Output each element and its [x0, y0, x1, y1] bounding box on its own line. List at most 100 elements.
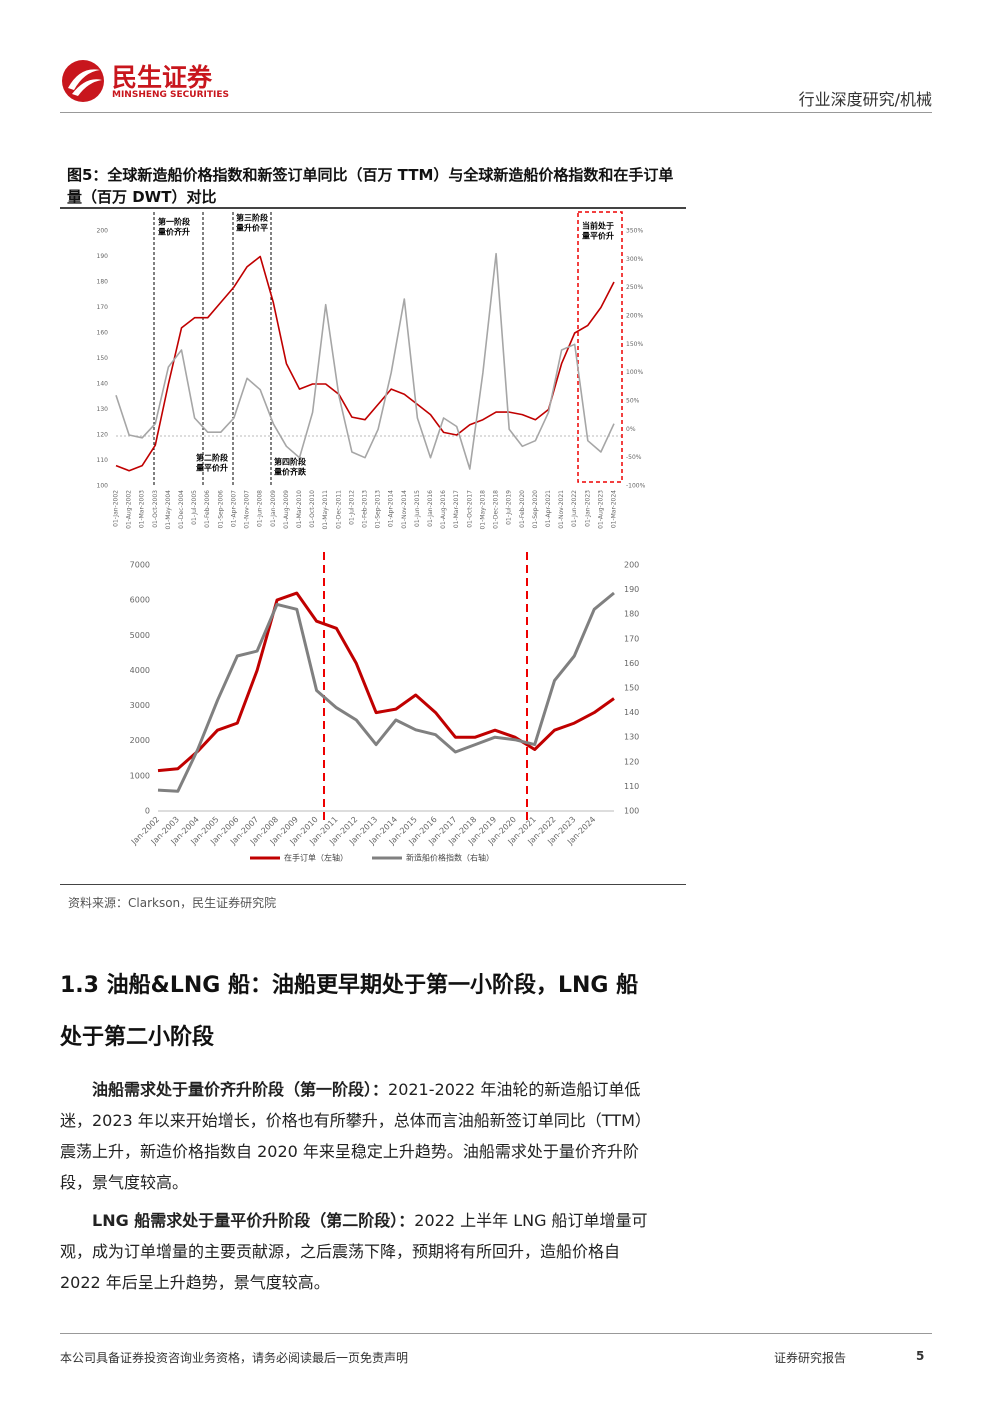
annotation: 量平价升: [582, 231, 614, 241]
paragraph: 油船需求处于量价齐升阶段（第一阶段）：2021-2022 年油轮的新造船订单低迷…: [60, 1074, 652, 1198]
disclaimer: 本公司具备证券投资咨询业务资格，请务必阅读最后一页免责声明: [60, 1351, 409, 1365]
y-tick-label: 0: [145, 807, 150, 816]
x-tick-label: 01-Oct-2003: [152, 490, 159, 528]
y-tick-label: 140: [97, 381, 109, 388]
x-tick-label: 01-Aug-2002: [126, 490, 133, 529]
paragraph-lead: LNG 船需求处于量平价升阶段（第二阶段）：: [92, 1211, 415, 1230]
y2-tick-label: 180: [624, 610, 639, 619]
marker-lines: [323, 552, 528, 822]
brand-en: MINSHENG SECURITIES: [112, 90, 229, 100]
y2-tick-label: 150: [624, 684, 639, 693]
y2-tick-label: -100%: [626, 483, 646, 490]
x-tick-label: 01-Oct-2017: [466, 490, 473, 528]
legend-label: 在手订单（左轴）: [284, 853, 348, 863]
y-tick-label: 100: [97, 483, 109, 490]
annotation: 第一阶段: [158, 217, 190, 227]
rule: [60, 1333, 932, 1334]
x-tick-label: 01-Dec-2018: [493, 490, 500, 529]
x-tick-label: 01-Sep-2006: [217, 490, 224, 529]
y-tick-label: 3000: [130, 701, 150, 710]
annotation: 当前处于: [582, 221, 614, 231]
phase-lines: [153, 212, 272, 486]
x-tick-label: 01-Jan-2016: [427, 490, 434, 527]
y2-tick-label: 300%: [626, 256, 643, 263]
y2-tick-label: 350%: [626, 228, 643, 235]
x-tick-label: 01-Aug-2009: [283, 490, 290, 529]
figure-title: 图5：全球新造船价格指数和新签订单同比（百万 TTM）与全球新造船价格指数和在手…: [67, 166, 674, 206]
annotation: 量价齐升: [158, 227, 190, 237]
x-tick-label: 01-May-2018: [479, 490, 486, 530]
annotation: 量升价平: [236, 223, 268, 233]
current-box: [577, 211, 623, 483]
y-tick-label: 130: [97, 406, 109, 413]
series-line: [115, 255, 615, 472]
y2-tick-label: 250%: [626, 284, 643, 291]
x-tick-label: 01-Feb-2013: [362, 490, 369, 528]
x-tick-label: 01-May-2004: [165, 490, 172, 530]
x-tick-label: 01-Feb-2006: [204, 490, 211, 528]
y2-tick-label: 200: [624, 561, 639, 570]
x-tick-label: 01-Sep-2013: [375, 490, 382, 529]
y-tick-label: 7000: [130, 561, 150, 570]
x-tick-label: 01-Feb-2020: [519, 490, 526, 528]
series-line: [157, 591, 615, 773]
x-tick-label: 01-Jun-2015: [414, 490, 421, 527]
y2-tick-label: 50%: [626, 398, 640, 405]
y-tick-label: 1000: [130, 771, 150, 780]
y2-tick-label: 110: [624, 782, 639, 791]
y2-tick-label: 160: [624, 659, 639, 668]
y-tick-label: 2000: [130, 736, 150, 745]
y-tick-label: 5000: [130, 631, 150, 640]
x-tick-label: 01-Apr-2014: [388, 490, 395, 527]
annotation: 量平价升: [196, 463, 228, 473]
y-tick-label: 180: [97, 279, 109, 286]
series-line: [115, 252, 615, 470]
x-tick-label: 01-Mar-2017: [453, 490, 460, 528]
annotation: 第三阶段: [236, 213, 268, 223]
source: 资料来源：Clarkson，民生证券研究院: [68, 896, 277, 910]
x-tick-label: 01-Jun-2008: [257, 490, 264, 527]
x-tick-label: 01-Mar-2010: [296, 490, 303, 528]
y2-tick-label: 150%: [626, 341, 643, 348]
x-tick-label: 01-Sep-2020: [532, 490, 539, 529]
x-tick-label: 01-Jan-2009: [270, 490, 277, 527]
legend-label: 新造船价格指数（右轴）: [406, 853, 494, 863]
x-tick-label: 01-Dec-2011: [335, 490, 342, 529]
rule: [60, 112, 932, 113]
x-tick-label: 01-Oct-2010: [309, 490, 316, 528]
category: 行业深度研究/机械: [798, 90, 932, 109]
x-tick-label: 01-Jul-2005: [191, 490, 198, 525]
section-title: 1.3 油船&LNG 船：油船更早期处于第一小阶段，LNG 船处于第二小阶段: [60, 973, 639, 1050]
x-tick-label: 01-Aug-2016: [440, 490, 447, 529]
x-tick-label: 01-Nov-2007: [244, 490, 251, 529]
y2-tick-label: 200%: [626, 313, 643, 320]
y2-tick-label: 120: [624, 757, 639, 766]
y-tick-label: 200: [97, 228, 109, 235]
y-tick-label: 6000: [130, 596, 150, 605]
x-tick-label: 01-Mar-2003: [139, 490, 146, 528]
x-tick-label: 01-Mar-2024: [611, 490, 618, 528]
annotation: 第四阶段: [274, 457, 306, 467]
x-tick-label: 01-Nov-2014: [401, 490, 408, 529]
rule: [60, 884, 686, 885]
page-number: 5: [916, 1349, 925, 1363]
x-tick-label: 01-Jan-2002: [113, 490, 120, 527]
y2-tick-label: 170: [624, 634, 639, 643]
y-tick-label: 170: [97, 304, 109, 311]
y2-tick-label: 100%: [626, 369, 643, 376]
x-tick-label: 01-Apr-2021: [545, 490, 552, 527]
x-tick-label: 01-Jun-2022: [571, 490, 578, 527]
paragraph-text: 2021-2022 年油轮的新造船订单低迷，2023 年以来开始增长，价格也有所…: [60, 1080, 651, 1192]
y-tick-label: 150: [97, 355, 109, 362]
y2-tick-label: 190: [624, 585, 639, 594]
x-tick-label: 01-Jul-2019: [506, 490, 513, 525]
y2-tick-label: 140: [624, 708, 639, 717]
footer-label: 证券研究报告: [774, 1351, 847, 1365]
paragraph: LNG 船需求处于量平价升阶段（第二阶段）：2022 上半年 LNG 船订单增量…: [60, 1205, 652, 1298]
y-tick-label: 160: [97, 330, 109, 337]
y-tick-label: 110: [97, 457, 109, 464]
y2-tick-label: 0%: [626, 426, 636, 433]
y-tick-label: 120: [97, 432, 109, 439]
